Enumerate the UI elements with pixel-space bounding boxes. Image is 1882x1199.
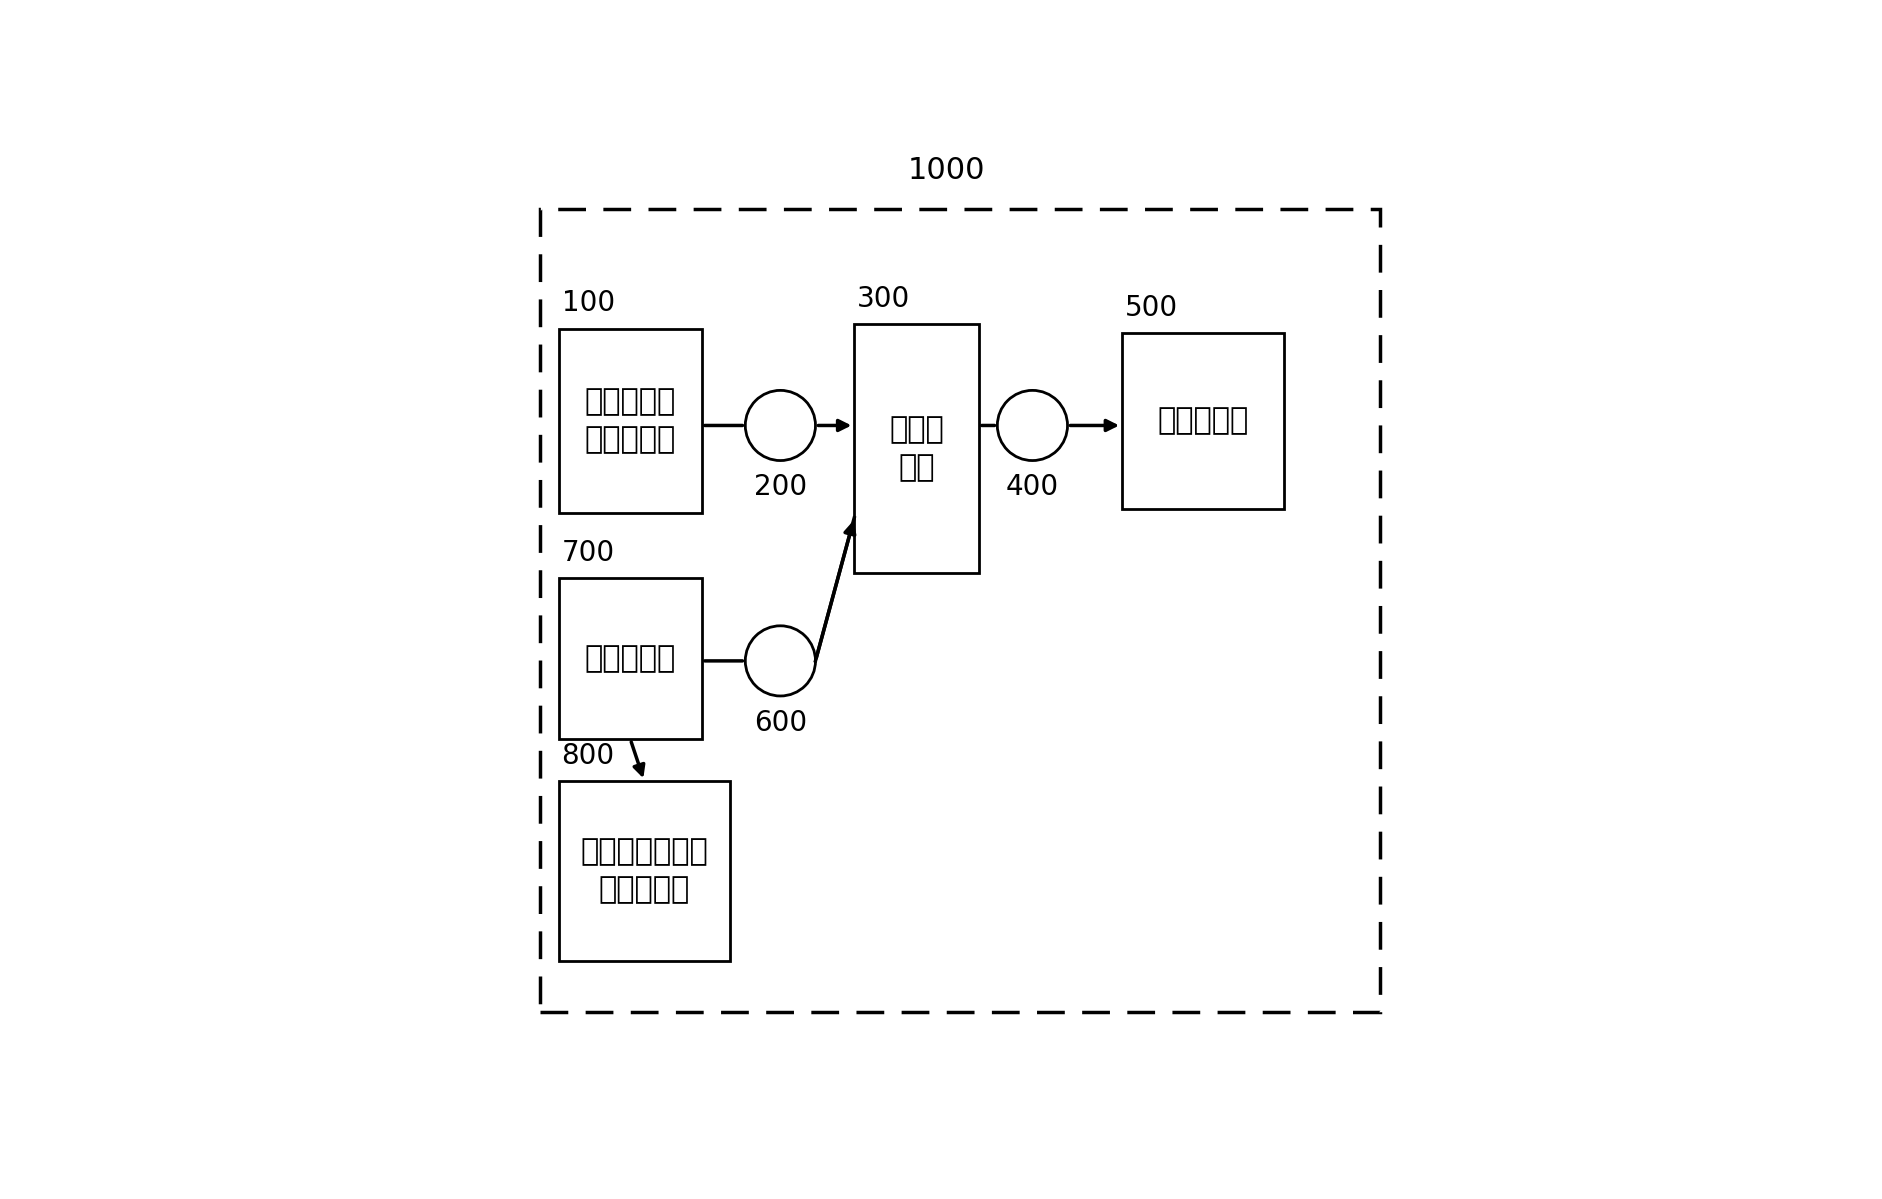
Text: 200: 200 — [753, 474, 807, 501]
Text: 载波调制信号电
子解调系统: 载波调制信号电 子解调系统 — [580, 837, 708, 904]
Circle shape — [997, 391, 1067, 460]
Bar — [1122, 333, 1284, 508]
Text: 500: 500 — [1124, 294, 1178, 323]
Text: 100: 100 — [561, 289, 614, 318]
Bar — [559, 329, 702, 513]
Bar — [559, 578, 702, 740]
Text: 300: 300 — [856, 285, 909, 313]
Circle shape — [745, 626, 815, 695]
Text: 相位载波调
制的激光光: 相位载波调 制的激光光 — [585, 387, 676, 454]
Bar — [559, 781, 728, 960]
Text: 1000: 1000 — [907, 156, 984, 186]
Text: 光纤耦
合器: 光纤耦 合器 — [888, 415, 943, 482]
Text: 600: 600 — [753, 709, 807, 737]
Circle shape — [745, 391, 815, 460]
Bar — [540, 209, 1380, 1012]
Text: 700: 700 — [561, 538, 614, 567]
Text: 800: 800 — [561, 742, 614, 770]
Bar — [854, 324, 979, 573]
Text: 传声器探头: 传声器探头 — [1157, 406, 1248, 435]
Text: 400: 400 — [1005, 474, 1058, 501]
Text: 光电探测器: 光电探测器 — [585, 644, 676, 673]
